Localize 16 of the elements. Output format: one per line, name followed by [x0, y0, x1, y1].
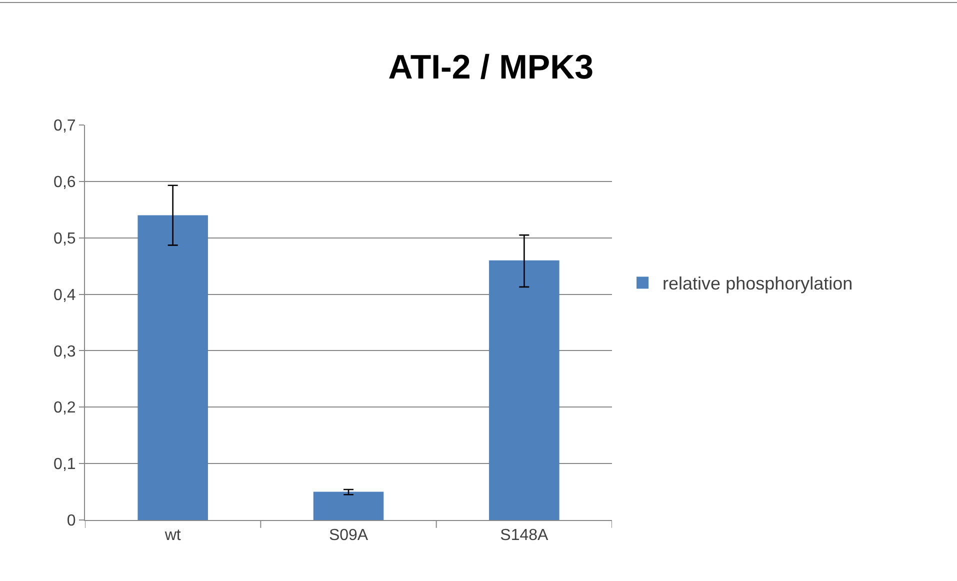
legend-label: relative phosphorylation — [662, 274, 853, 294]
y-tick-label: 0,3 — [54, 343, 76, 360]
bar — [138, 215, 208, 520]
bar — [313, 492, 384, 520]
y-tick-label: 0,4 — [54, 286, 76, 304]
y-tick-label: 0,2 — [54, 400, 76, 417]
y-tick-label: 0,5 — [54, 230, 76, 248]
y-tick-label: 0,6 — [54, 174, 76, 192]
x-tick-label: S148A — [500, 527, 549, 544]
chart-title: ATI-2 / MPK3 — [388, 48, 594, 87]
y-tick-label: 0 — [66, 512, 76, 530]
x-tick-label: S09A — [328, 527, 368, 544]
y-tick-label: 0,1 — [54, 456, 76, 474]
bar — [489, 260, 560, 520]
x-tick-label: wt — [164, 527, 182, 544]
y-tick-label: 0,7 — [54, 118, 76, 135]
